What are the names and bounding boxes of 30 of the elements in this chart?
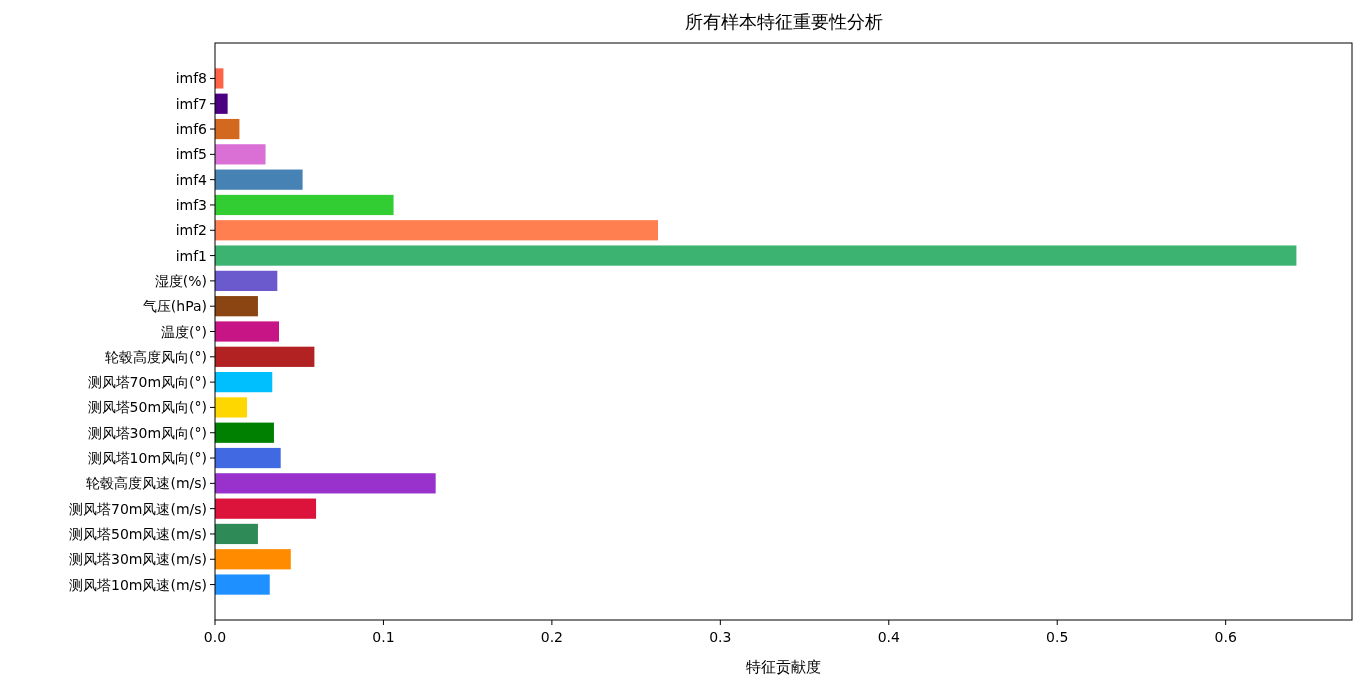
ytick: 测风塔50m风向(°) xyxy=(87,399,207,416)
xtick: 0.6 xyxy=(1214,629,1237,645)
xtick: 0.1 xyxy=(372,629,395,645)
xtick: 0.3 xyxy=(709,629,732,645)
xtick: 0.5 xyxy=(1046,629,1069,645)
ytick: 轮毂高度风速(m/s) xyxy=(86,475,207,492)
xlabel: 特征贡献度 xyxy=(746,658,821,676)
xtick: 0.2 xyxy=(540,629,563,645)
ytick: 湿度(%) xyxy=(154,272,207,289)
ytick: imf3 xyxy=(175,196,207,213)
ytick: 气压(hPa) xyxy=(142,298,207,315)
ytick: imf7 xyxy=(175,95,207,112)
ytick: imf2 xyxy=(175,222,207,239)
ytick: 测风塔10m风向(°) xyxy=(87,450,207,467)
ytick: 轮毂高度风向(°) xyxy=(105,348,207,365)
xtick: 0.0 xyxy=(203,629,227,645)
ytick: imf5 xyxy=(175,146,207,163)
ytick: imf6 xyxy=(175,121,207,138)
ytick: 测风塔30m风向(°) xyxy=(87,424,207,441)
ytick: 测风塔70m风速(m/s) xyxy=(68,500,207,517)
ytick: imf8 xyxy=(175,70,207,87)
ytick: imf4 xyxy=(175,171,207,188)
ytick: imf1 xyxy=(175,247,207,264)
title: 所有样本特征重要性分析 xyxy=(684,11,883,32)
ytick: 温度(°) xyxy=(161,323,207,340)
ytick: 测风塔10m风速(m/s) xyxy=(68,576,207,593)
ytick: 测风塔30m风速(m/s) xyxy=(68,551,207,568)
ytick: 测风塔50m风速(m/s) xyxy=(68,525,207,542)
ytick: 测风塔70m风向(°) xyxy=(87,374,207,391)
xtick: 0.4 xyxy=(877,629,900,645)
